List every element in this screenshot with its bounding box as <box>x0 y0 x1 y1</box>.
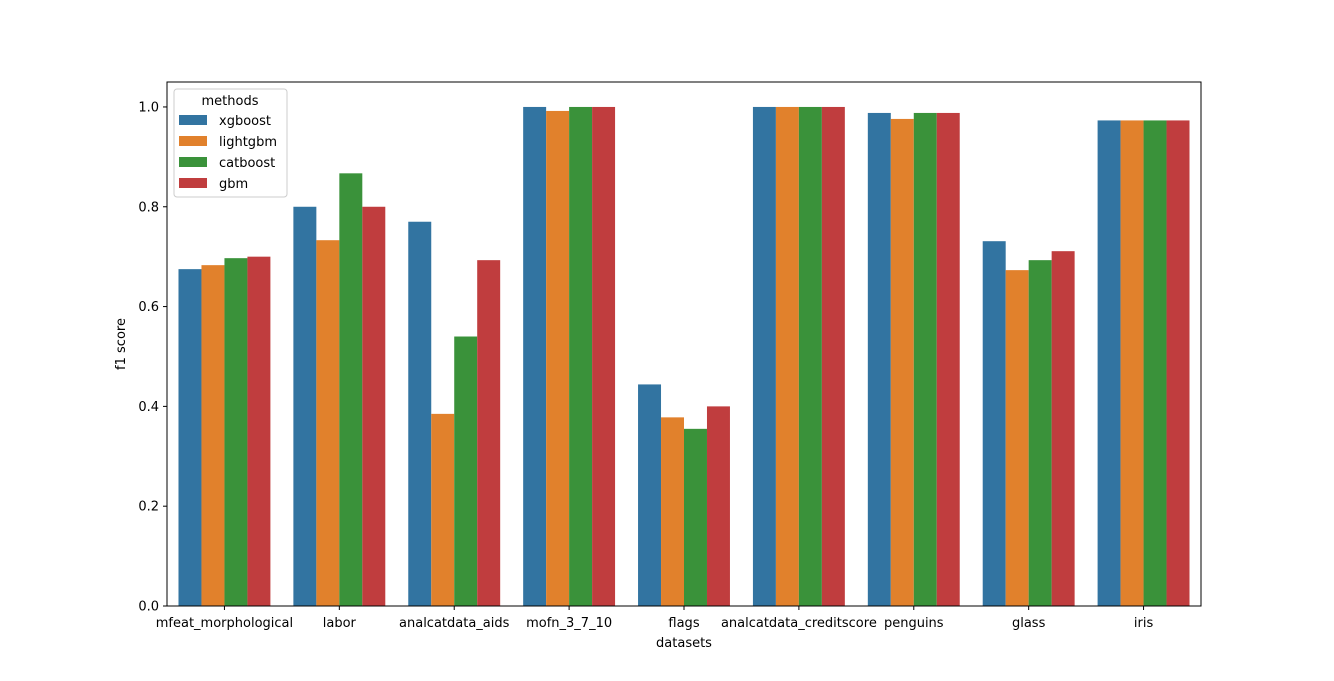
x-tick-label: iris <box>1134 616 1154 631</box>
x-tick-label: analcatdata_aids <box>399 616 510 631</box>
bar-catboost-iris <box>1143 120 1167 606</box>
x-axis: mfeat_morphological labor analcatdata_aids… <box>156 606 1154 631</box>
bars-group <box>178 106 1190 607</box>
legend-swatch-gbm <box>179 178 207 188</box>
y-tick-label: 0.2 <box>138 500 159 515</box>
bar-xgboost-analcatdata_creditscore <box>752 106 776 606</box>
bar-lightgbm-mfeat_morphological <box>201 265 225 606</box>
y-tick-label: 0.4 <box>138 400 159 415</box>
x-tick-label: analcatdata_creditscore <box>721 616 877 631</box>
bar-catboost-labor <box>339 173 363 606</box>
legend-swatch-xgboost <box>179 115 207 125</box>
x-tick-label: flags <box>668 616 699 631</box>
y-axis-label: f1 score <box>114 318 129 370</box>
y-tick-label: 0.0 <box>138 600 159 615</box>
bar-lightgbm-iris <box>1120 120 1144 606</box>
bar-xgboost-mofn_3_7_10 <box>523 106 547 606</box>
bar-catboost-flags <box>684 428 707 606</box>
bar-xgboost-penguins <box>867 112 891 606</box>
bar-catboost-glass <box>1028 260 1052 606</box>
bar-gbm-flags <box>706 406 730 606</box>
bar-xgboost-analcatdata_aids <box>408 221 432 606</box>
bar-xgboost-iris <box>1097 120 1121 606</box>
legend-label-catboost: catboost <box>219 156 275 171</box>
x-tick-label: mofn_3_7_10 <box>526 616 612 631</box>
bar-lightgbm-mofn_3_7_10 <box>546 110 570 606</box>
bar-lightgbm-penguins <box>890 118 914 606</box>
bar-catboost-penguins <box>913 112 937 606</box>
legend-swatch-catboost <box>179 157 207 167</box>
y-tick-label: 1.0 <box>138 100 159 115</box>
bar-lightgbm-analcatdata_aids <box>431 413 455 606</box>
legend-label-gbm: gbm <box>219 177 248 192</box>
bar-xgboost-glass <box>982 241 1006 606</box>
bar-lightgbm-analcatdata_creditscore <box>775 106 799 606</box>
legend: methods xgboost lightgbm catboost gbm <box>173 88 288 198</box>
bar-xgboost-mfeat_morphological <box>178 269 202 606</box>
x-tick-label: mfeat_morphological <box>156 616 293 631</box>
bar-lightgbm-flags <box>661 417 684 606</box>
x-tick-label: glass <box>1012 616 1046 631</box>
y-axis: 0.0 0.2 0.4 0.6 0.8 1.0 <box>138 100 167 615</box>
legend-title: methods <box>202 94 259 109</box>
bar-gbm-iris <box>1166 120 1190 606</box>
bar-catboost-mfeat_morphological <box>224 258 248 606</box>
bar-catboost-analcatdata_aids <box>454 336 478 606</box>
bar-catboost-analcatdata_creditscore <box>798 106 822 606</box>
bar-xgboost-flags <box>638 384 662 606</box>
bar-gbm-mfeat_morphological <box>247 256 271 606</box>
y-tick-label: 0.8 <box>138 200 159 215</box>
bar-gbm-labor <box>362 206 386 606</box>
bar-catboost-mofn_3_7_10 <box>569 106 593 606</box>
bar-gbm-analcatdata_aids <box>477 260 501 606</box>
bar-lightgbm-labor <box>316 240 340 606</box>
bar-xgboost-labor <box>293 206 317 606</box>
bar-gbm-analcatdata_creditscore <box>821 106 845 606</box>
bar-gbm-glass <box>1051 251 1075 607</box>
legend-swatch-lightgbm <box>179 136 207 146</box>
y-tick-label: 0.6 <box>138 300 159 315</box>
x-tick-label: penguins <box>884 616 944 631</box>
bar-gbm-mofn_3_7_10 <box>592 106 616 606</box>
x-axis-label: datasets <box>656 636 712 651</box>
x-tick-label: labor <box>323 616 357 631</box>
bar-gbm-penguins <box>936 112 960 606</box>
legend-label-lightgbm: lightgbm <box>219 135 277 150</box>
bar-lightgbm-glass <box>1005 270 1029 606</box>
legend-label-xgboost: xgboost <box>219 114 271 129</box>
